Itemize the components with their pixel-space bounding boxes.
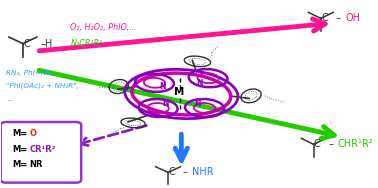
Text: –: – (328, 139, 333, 149)
Text: –: – (183, 167, 188, 177)
Text: M=: M= (12, 145, 27, 154)
Text: C: C (168, 167, 175, 177)
Text: N: N (194, 99, 201, 108)
Text: NR: NR (29, 160, 43, 169)
Text: N: N (160, 82, 166, 91)
Text: N: N (162, 99, 169, 108)
Text: N₂CR¹R²: N₂CR¹R² (70, 39, 103, 48)
Text: –H: –H (41, 39, 53, 49)
Text: C: C (24, 39, 31, 49)
Text: RN₃, PhI=NR,: RN₃, PhI=NR, (6, 70, 54, 76)
Text: NHR: NHR (192, 167, 214, 177)
Text: O: O (29, 129, 36, 138)
Text: CHR¹R²: CHR¹R² (338, 139, 373, 149)
Text: M: M (174, 87, 185, 97)
Text: N: N (197, 79, 203, 88)
Text: M=: M= (12, 160, 27, 169)
Text: ...: ... (6, 96, 13, 102)
Text: O₂, H₂O₂, PhIO,...: O₂, H₂O₂, PhIO,... (70, 23, 137, 32)
Text: C: C (314, 139, 321, 149)
FancyBboxPatch shape (1, 122, 81, 183)
Text: OH: OH (345, 13, 360, 24)
Text: M=: M= (12, 129, 27, 138)
Text: "PhI(OAc)₂ + NH₂R",: "PhI(OAc)₂ + NH₂R", (6, 82, 79, 89)
Text: –: – (336, 13, 341, 24)
Text: CR¹R²: CR¹R² (29, 145, 56, 154)
Text: C: C (321, 13, 328, 24)
